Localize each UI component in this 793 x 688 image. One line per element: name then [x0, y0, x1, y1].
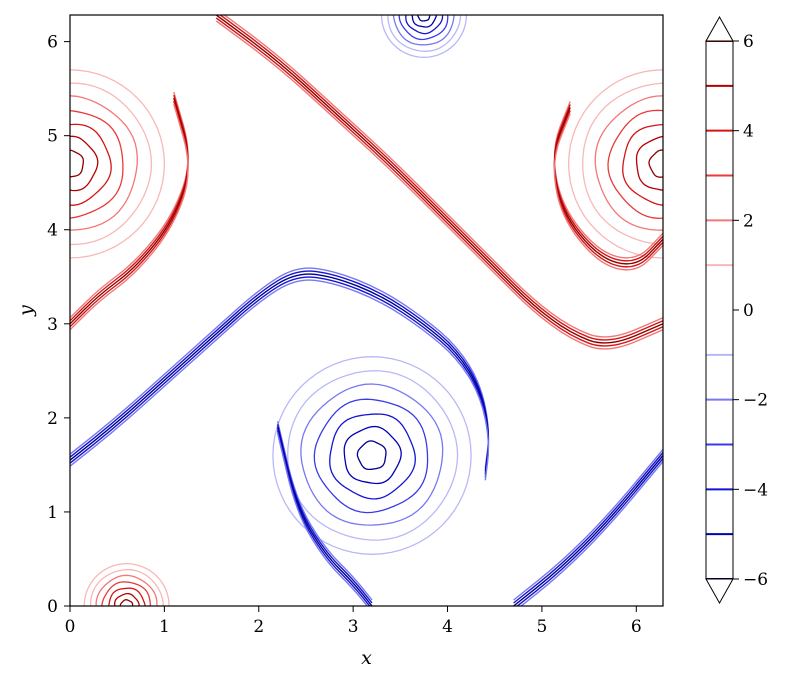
positive-vortex-contour	[635, 135, 663, 191]
negative-filament-contour	[513, 449, 663, 601]
y-tick-label: 6	[47, 33, 58, 53]
y-tick-label: 5	[47, 127, 58, 147]
x-tick-label: 4	[442, 617, 453, 637]
positive-vortex-contour	[95, 574, 158, 606]
x-tick-label: 2	[253, 617, 264, 637]
positive-vortex-contour	[114, 592, 140, 606]
negative-filament-contour	[70, 273, 490, 475]
positive-vortex-contour	[108, 587, 146, 606]
positive-vortex-contour	[70, 135, 99, 192]
plot-area	[70, 15, 663, 606]
y-tick-label: 3	[47, 315, 58, 335]
positive-vortex-contour	[70, 95, 138, 231]
negative-filament-contour	[70, 267, 490, 469]
positive-vortex-contour	[567, 69, 663, 259]
x-tick-label: 3	[348, 617, 359, 637]
positive-vortex-contour	[582, 82, 663, 246]
colorbar-tick-label: 6	[743, 32, 754, 52]
positive-filament-contour	[215, 15, 663, 344]
colorbar-extend-min	[705, 578, 734, 605]
x-axis: 0 1 2 3 4 5 6	[65, 606, 642, 637]
positive-vortex-contour	[594, 95, 663, 231]
positive-vortex-contour	[119, 599, 134, 606]
negative-vortex-contour	[287, 370, 459, 541]
colorbar-tick-label: −4	[743, 480, 768, 500]
negative-vortex-contour	[300, 383, 444, 526]
negative-filament-contour	[513, 452, 663, 604]
negative-vortex-contour	[356, 440, 387, 471]
colorbar-tick-label: 2	[743, 211, 754, 231]
colorbar-tick-label: −2	[743, 391, 768, 411]
positive-vortex-contour	[648, 149, 663, 178]
positive-filament-contour	[70, 103, 189, 331]
x-tick-label: 1	[159, 617, 170, 637]
negative-vortex-contour	[272, 356, 472, 555]
negative-vortex-contour	[380, 15, 468, 58]
x-axis-label: x	[361, 647, 372, 669]
positive-vortex-contour	[70, 123, 112, 206]
positive-vortex-contour	[622, 123, 663, 206]
negative-vortex-contour	[387, 15, 462, 52]
negative-vortex-contour	[313, 398, 429, 514]
contour-lines	[70, 15, 663, 606]
negative-vortex-contour	[417, 15, 431, 22]
positive-filament-contour	[215, 17, 663, 347]
positive-vortex-contour	[70, 149, 84, 178]
negative-filament-contour	[70, 270, 490, 472]
negative-vortex-contour	[343, 425, 402, 485]
positive-vortex-contour	[607, 109, 663, 219]
y-tick-label: 2	[47, 409, 58, 429]
positive-vortex-contour	[70, 82, 153, 246]
positive-vortex-contour	[70, 109, 124, 219]
negative-filament-contour	[70, 276, 490, 478]
negative-vortex-contour	[329, 413, 416, 500]
positive-vortex-contour	[83, 563, 170, 606]
y-axis-label: y	[15, 305, 37, 317]
negative-vortex-contour	[392, 15, 455, 46]
x-tick-label: 5	[536, 617, 547, 637]
negative-vortex-contour	[398, 15, 449, 41]
positive-filament-contour	[223, 15, 663, 338]
positive-vortex-contour	[70, 69, 166, 259]
positive-filament-contour	[215, 20, 663, 350]
colorbar: 6 4 2 0 −2 −4 −6	[705, 15, 768, 605]
positive-filament-contour	[219, 15, 663, 341]
negative-filament-contour	[520, 461, 663, 606]
colorbar-extend-max	[705, 15, 734, 42]
colorbar-tick-label: 0	[743, 301, 754, 321]
positive-vortex-contour	[89, 569, 164, 606]
y-tick-label: 0	[47, 597, 58, 617]
negative-filament-contour	[70, 279, 490, 481]
negative-filament-contour	[516, 458, 663, 606]
negative-vortex-contour	[405, 15, 444, 35]
x-tick-label: 6	[631, 617, 642, 637]
positive-vortex-contour	[101, 581, 152, 606]
positive-filament-contour	[553, 113, 663, 271]
colorbar-tick-label: −6	[743, 570, 768, 590]
negative-filament-contour	[276, 433, 369, 606]
colorbar-tick-label: 4	[743, 122, 754, 142]
colorbar-body	[706, 41, 733, 579]
plot-frame	[69, 14, 664, 607]
x-tick-label: 0	[65, 617, 76, 637]
y-tick-label: 1	[47, 503, 58, 523]
negative-filament-contour	[513, 455, 663, 606]
y-tick-label: 4	[47, 221, 58, 241]
negative-vortex-contour	[411, 15, 438, 28]
y-axis: 0 1 2 3 4 5 6	[47, 33, 70, 617]
